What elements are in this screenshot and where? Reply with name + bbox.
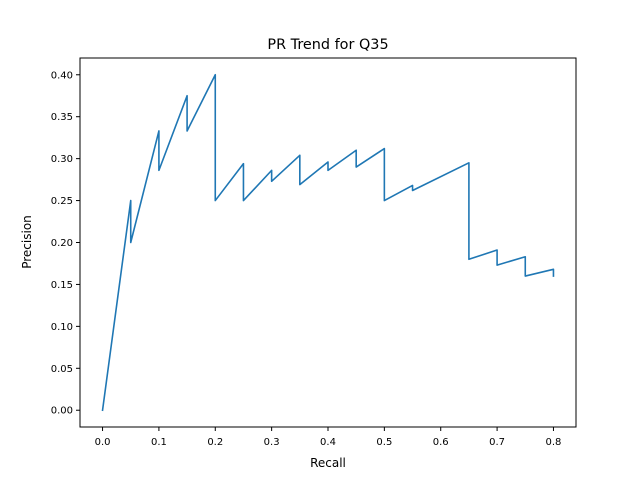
y-tick-label: 0.40 bbox=[51, 70, 73, 81]
x-tick-label: 0.8 bbox=[546, 437, 562, 448]
pr-curve-line bbox=[101, 73, 555, 412]
y-tick-label: 0.00 bbox=[51, 406, 73, 417]
chart-title: PR Trend for Q35 bbox=[267, 37, 388, 53]
plot-area bbox=[101, 73, 555, 412]
x-tick-label: 0.6 bbox=[433, 437, 449, 448]
y-tick-label: 0.20 bbox=[51, 238, 73, 249]
axes-frame bbox=[79, 57, 577, 428]
y-tick-label: 0.30 bbox=[51, 154, 73, 165]
x-axis-label: Recall bbox=[310, 456, 346, 470]
x-tick-label: 0.3 bbox=[264, 437, 280, 448]
y-tick-label: 0.25 bbox=[51, 196, 73, 207]
y-tick-label: 0.05 bbox=[51, 364, 73, 375]
x-tick-label: 0.2 bbox=[207, 437, 223, 448]
x-axis-ticks: 0.0 0.1 0.2 0.3 0.4 0.5 0.6 0.7 0.8 bbox=[95, 427, 562, 448]
y-axis-ticks: 0.00 0.05 0.10 0.15 0.20 0.25 0.30 0.35 0.40 bbox=[51, 70, 80, 417]
x-tick-label: 0.5 bbox=[376, 437, 392, 448]
y-tick-label: 0.35 bbox=[51, 112, 73, 123]
x-tick-label: 0.4 bbox=[320, 437, 336, 448]
x-tick-label: 0.1 bbox=[151, 437, 167, 448]
x-tick-label: 0.7 bbox=[489, 437, 505, 448]
y-tick-label: 0.15 bbox=[51, 280, 73, 291]
x-tick-label: 0.0 bbox=[95, 437, 111, 448]
y-tick-label: 0.10 bbox=[51, 322, 73, 333]
y-axis-label: Precision bbox=[20, 215, 34, 269]
